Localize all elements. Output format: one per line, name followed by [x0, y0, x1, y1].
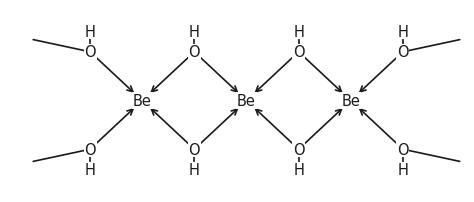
Text: O: O [397, 45, 409, 60]
Text: O: O [293, 45, 304, 60]
Text: O: O [397, 142, 409, 157]
Text: H: H [85, 162, 95, 177]
Text: H: H [189, 25, 200, 40]
Text: H: H [85, 25, 95, 40]
Text: Be: Be [133, 94, 152, 108]
Text: O: O [189, 142, 200, 157]
Text: O: O [189, 45, 200, 60]
Text: H: H [189, 162, 200, 177]
Text: H: H [398, 25, 408, 40]
Text: O: O [84, 142, 96, 157]
Text: Be: Be [237, 94, 256, 108]
Text: H: H [398, 162, 408, 177]
Text: Be: Be [341, 94, 360, 108]
Text: H: H [293, 162, 304, 177]
Text: O: O [84, 45, 96, 60]
Text: O: O [293, 142, 304, 157]
Text: H: H [293, 25, 304, 40]
